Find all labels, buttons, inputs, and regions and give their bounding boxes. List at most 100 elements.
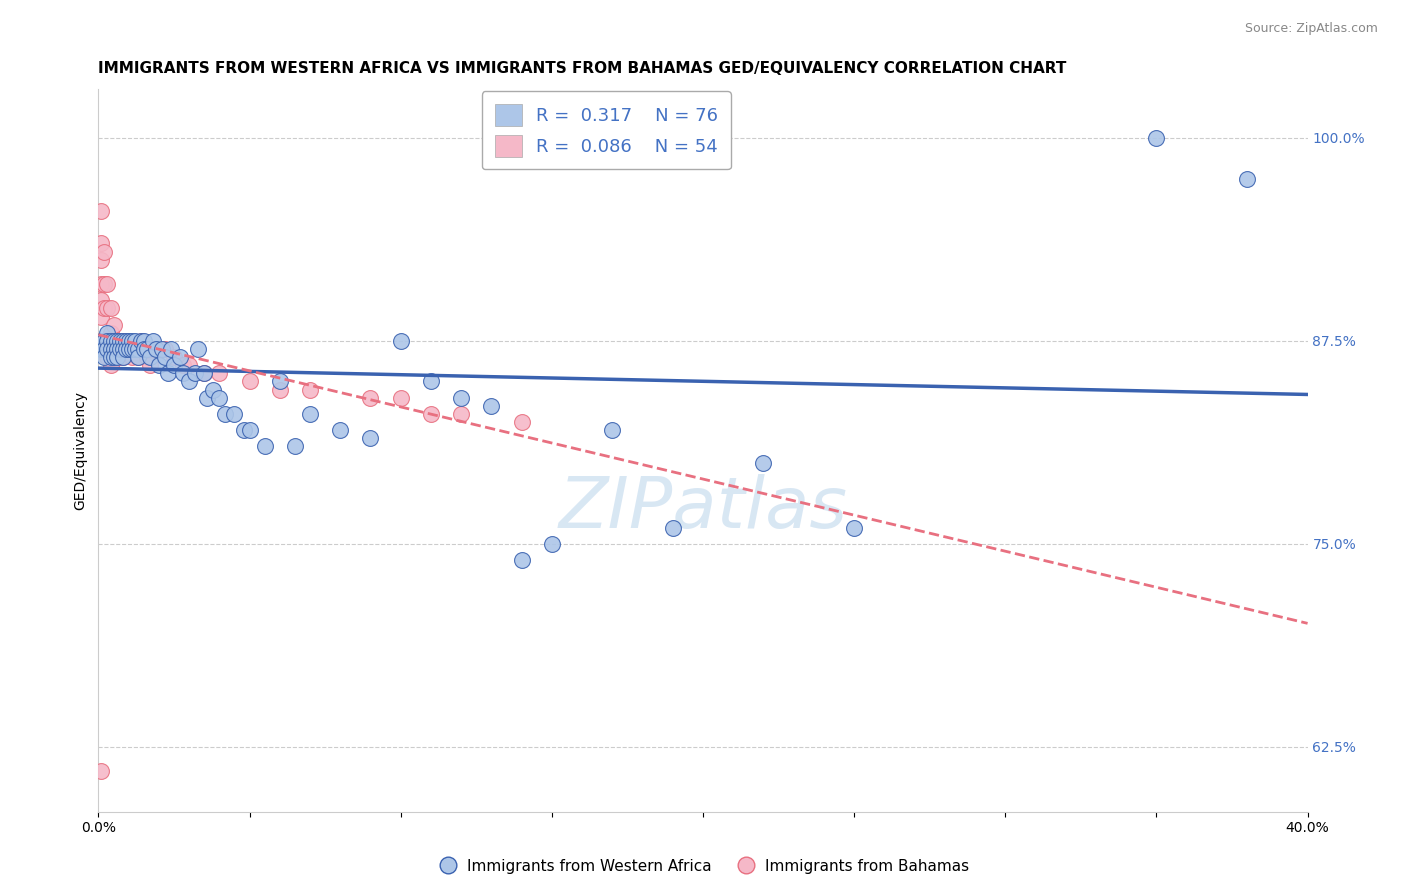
Point bbox=[142, 334, 165, 348]
Point bbox=[124, 342, 146, 356]
Point bbox=[90, 204, 112, 219]
Point bbox=[299, 407, 322, 421]
Point bbox=[184, 367, 207, 381]
Point bbox=[93, 301, 115, 316]
Point bbox=[269, 375, 291, 389]
Point bbox=[179, 375, 201, 389]
Point bbox=[153, 342, 176, 356]
Point bbox=[103, 342, 125, 356]
Point bbox=[93, 334, 115, 348]
Point bbox=[232, 423, 254, 437]
Point bbox=[420, 407, 443, 421]
Point bbox=[114, 334, 136, 348]
Point bbox=[139, 350, 162, 364]
Point bbox=[90, 310, 112, 324]
Point bbox=[360, 431, 382, 445]
Point bbox=[105, 342, 128, 356]
Point bbox=[96, 277, 118, 291]
Point bbox=[108, 342, 131, 356]
Point bbox=[135, 350, 157, 364]
Point bbox=[118, 342, 141, 356]
Point bbox=[253, 439, 276, 453]
Point bbox=[93, 244, 115, 259]
Point bbox=[103, 334, 125, 348]
Point bbox=[150, 342, 173, 356]
Point bbox=[169, 350, 191, 364]
Point bbox=[299, 383, 322, 397]
Point bbox=[510, 415, 533, 429]
Point bbox=[163, 350, 186, 364]
Legend: R =  0.317    N = 76, R =  0.086    N = 54: R = 0.317 N = 76, R = 0.086 N = 54 bbox=[482, 91, 731, 169]
Point bbox=[239, 375, 262, 389]
Point bbox=[114, 334, 136, 348]
Point bbox=[239, 423, 262, 437]
Point bbox=[195, 391, 218, 405]
Text: IMMIGRANTS FROM WESTERN AFRICA VS IMMIGRANTS FROM BAHAMAS GED/EQUIVALENCY CORREL: IMMIGRANTS FROM WESTERN AFRICA VS IMMIGR… bbox=[98, 61, 1067, 76]
Point bbox=[284, 439, 307, 453]
Point bbox=[752, 456, 775, 470]
Point bbox=[602, 423, 624, 437]
Point bbox=[179, 358, 201, 372]
Point bbox=[96, 342, 118, 356]
Point bbox=[142, 342, 165, 356]
Point bbox=[269, 383, 291, 397]
Point bbox=[105, 334, 128, 348]
Point bbox=[105, 334, 128, 348]
Point bbox=[193, 367, 215, 381]
Point bbox=[96, 334, 118, 348]
Point bbox=[132, 334, 155, 348]
Point bbox=[129, 334, 152, 348]
Point bbox=[121, 350, 143, 364]
Point bbox=[100, 342, 122, 356]
Point bbox=[172, 358, 194, 372]
Point bbox=[96, 334, 118, 348]
Y-axis label: GED/Equivalency: GED/Equivalency bbox=[73, 391, 87, 510]
Point bbox=[360, 391, 382, 405]
Point bbox=[187, 342, 209, 356]
Point bbox=[96, 326, 118, 340]
Point bbox=[96, 301, 118, 316]
Point bbox=[100, 342, 122, 356]
Point bbox=[224, 407, 246, 421]
Point bbox=[163, 358, 186, 372]
Point bbox=[1236, 171, 1258, 186]
Point bbox=[124, 334, 146, 348]
Point bbox=[100, 301, 122, 316]
Point bbox=[844, 520, 866, 534]
Point bbox=[90, 236, 112, 251]
Point bbox=[90, 764, 112, 778]
Legend: Immigrants from Western Africa, Immigrants from Bahamas: Immigrants from Western Africa, Immigran… bbox=[430, 853, 976, 880]
Point bbox=[1144, 131, 1167, 145]
Text: ZIPatlas: ZIPatlas bbox=[558, 474, 848, 542]
Point bbox=[111, 350, 134, 364]
Point bbox=[93, 334, 115, 348]
Point bbox=[111, 334, 134, 348]
Point bbox=[103, 318, 125, 332]
Point bbox=[121, 334, 143, 348]
Point bbox=[208, 391, 231, 405]
Point bbox=[111, 334, 134, 348]
Point bbox=[450, 391, 472, 405]
Point bbox=[121, 342, 143, 356]
Point bbox=[90, 334, 112, 348]
Point bbox=[135, 342, 157, 356]
Point bbox=[124, 342, 146, 356]
Point bbox=[160, 342, 183, 356]
Point bbox=[214, 407, 236, 421]
Point bbox=[132, 342, 155, 356]
Point bbox=[208, 367, 231, 381]
Point bbox=[100, 326, 122, 340]
Point bbox=[148, 358, 170, 372]
Point bbox=[118, 334, 141, 348]
Point bbox=[105, 350, 128, 364]
Point bbox=[103, 334, 125, 348]
Point bbox=[193, 367, 215, 381]
Point bbox=[90, 342, 112, 356]
Point bbox=[118, 342, 141, 356]
Point bbox=[540, 537, 562, 551]
Point bbox=[127, 350, 149, 364]
Text: Source: ZipAtlas.com: Source: ZipAtlas.com bbox=[1244, 22, 1378, 36]
Point bbox=[661, 520, 683, 534]
Point bbox=[132, 342, 155, 356]
Point bbox=[93, 277, 115, 291]
